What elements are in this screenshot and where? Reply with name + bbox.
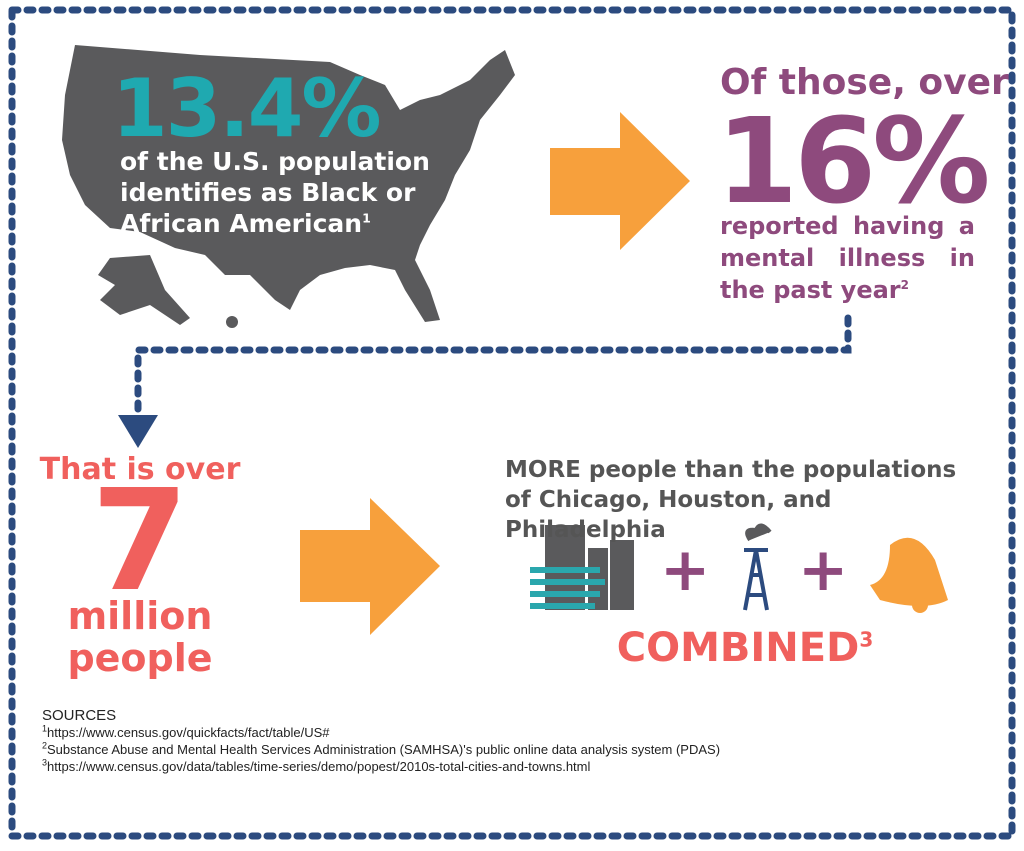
source-text: Substance Abuse and Mental Health Servic…: [47, 742, 721, 757]
text: reported having a mental illness in the …: [720, 212, 975, 304]
stat-text: reported having a mental illness in the …: [720, 210, 975, 306]
plus: +: [798, 535, 849, 605]
stat-text: of the U.S. population identifies as Bla…: [120, 146, 430, 239]
arrow: [550, 112, 690, 250]
source-text: https://www.census.gov/quickfacts/fact/t…: [47, 725, 330, 740]
sources-title: SOURCES: [42, 707, 117, 724]
chicago-icon: [530, 525, 634, 610]
hawaii: [226, 316, 238, 328]
connector: [134, 314, 852, 414]
footnote: 1: [42, 723, 48, 734]
footnote: 2: [900, 278, 909, 292]
source: 1https://www.census.gov/quickfacts/fact/…: [42, 723, 330, 740]
stat: 16%: [716, 92, 990, 230]
plus: +: [660, 535, 711, 605]
stat-text: million people: [67, 594, 213, 680]
stat: 7: [91, 460, 189, 623]
source: 3https://www.census.gov/data/tables/time…: [42, 757, 591, 774]
lead: Of those, over: [720, 62, 1009, 103]
us-map: [62, 45, 515, 322]
footnote: 3: [42, 757, 48, 768]
stat: 13.4%: [112, 62, 382, 155]
connector-head: [118, 415, 158, 448]
result: COMBINED3: [600, 625, 890, 671]
philadelphia-icon: [870, 537, 948, 613]
alaska: [98, 255, 190, 325]
source: 2Substance Abuse and Mental Health Servi…: [42, 740, 721, 757]
footnote: 3: [859, 627, 874, 652]
source-text: https://www.census.gov/data/tables/time-…: [47, 759, 591, 774]
text: COMBINED: [616, 625, 860, 671]
arrow: [300, 498, 440, 635]
text: of the U.S. population identifies as Bla…: [120, 147, 430, 238]
border: [8, 6, 1016, 840]
lead: That is over: [39, 452, 241, 487]
footnote: 2: [42, 740, 48, 751]
houston-icon: [743, 523, 772, 611]
footnote: 1: [362, 210, 371, 226]
lead: MORE people than the populations of Chic…: [505, 457, 957, 543]
